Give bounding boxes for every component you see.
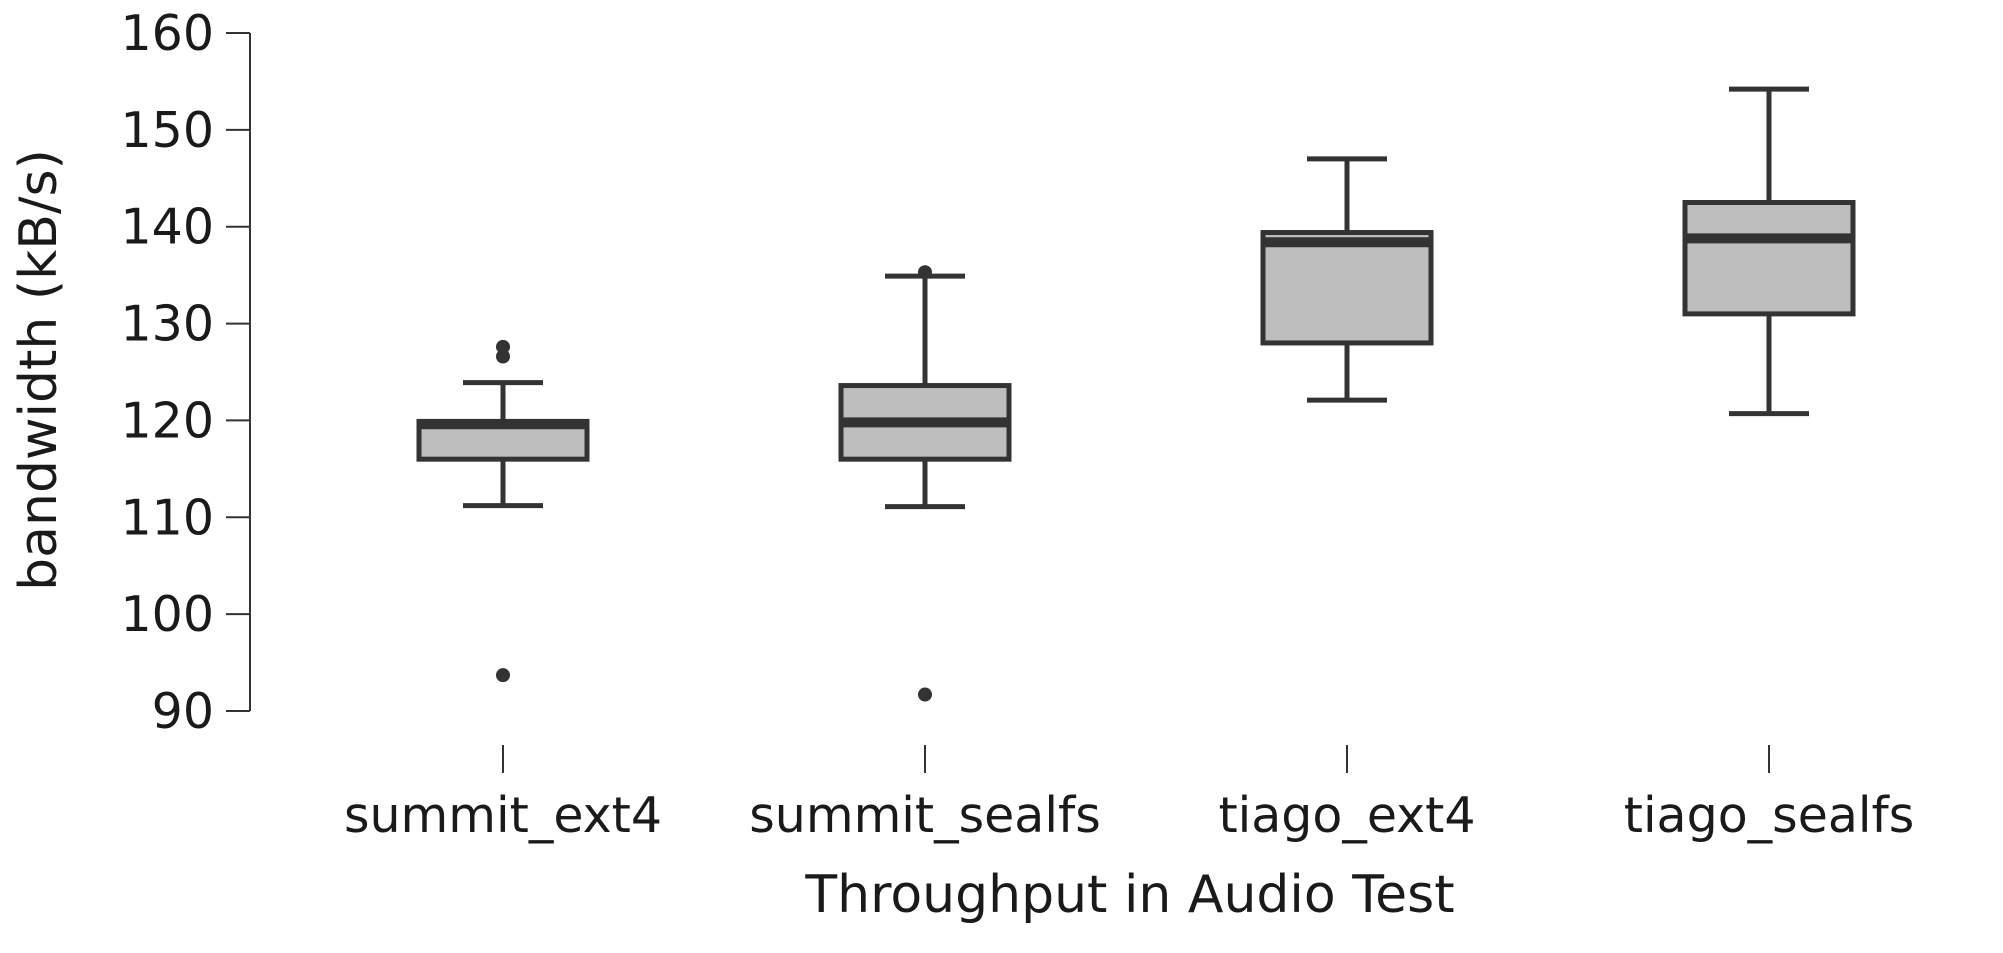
x-tick-label: tiago_sealfs — [1624, 787, 1915, 844]
x-tick-label: tiago_ext4 — [1218, 787, 1475, 844]
x-axis-title: Throughput in Audio Test — [804, 865, 1454, 925]
box-summit_sealfs — [838, 265, 1012, 702]
box-tiago_ext4 — [1260, 156, 1434, 403]
y-tick-label: 160 — [120, 5, 214, 62]
y-axis-title: bandwidth (kB/s) — [9, 149, 69, 591]
x-tick-label: summit_sealfs — [749, 787, 1100, 844]
y-axis: 90 100 110 120 130 140 150 160 — [120, 5, 251, 740]
box-series — [416, 86, 1856, 702]
outlier-point — [496, 339, 510, 354]
box-summit_ext4 — [416, 339, 590, 683]
y-tick-label: 100 — [120, 586, 214, 643]
y-tick-label: 90 — [152, 683, 214, 740]
iqr-box — [1260, 230, 1434, 346]
y-tick-label: 110 — [120, 489, 214, 546]
x-axis: summit_ext4 summit_sealfs tiago_ext4 tiago_… — [344, 745, 1914, 844]
outlier-point — [918, 687, 932, 702]
y-tick-label: 140 — [120, 199, 214, 256]
box-tiago_sealfs — [1682, 86, 1856, 417]
outlier-point — [496, 349, 510, 364]
iqr-box — [1682, 200, 1856, 317]
outlier-point — [918, 265, 932, 280]
y-tick-label: 130 — [120, 296, 214, 353]
y-tick-label: 120 — [120, 392, 214, 449]
y-tick-label: 150 — [120, 102, 214, 159]
x-tick-label: summit_ext4 — [344, 787, 662, 844]
outlier-point — [496, 668, 510, 683]
